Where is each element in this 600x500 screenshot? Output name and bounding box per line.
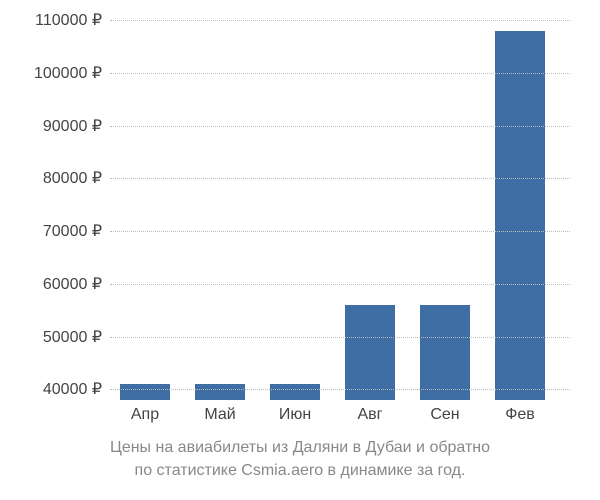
- bar: [420, 305, 470, 400]
- x-axis-label: Апр: [131, 400, 159, 424]
- y-axis-label: 70000 ₽: [43, 221, 110, 241]
- chart-caption: Цены на авиабилеты из Даляни в Дубаи и о…: [0, 437, 600, 482]
- x-axis-label: Авг: [357, 400, 382, 424]
- gridline: [110, 284, 570, 285]
- y-axis-label: 90000 ₽: [43, 116, 110, 136]
- gridline: [110, 73, 570, 74]
- y-axis-label: 60000 ₽: [43, 274, 110, 294]
- y-axis-label: 100000 ₽: [34, 63, 110, 83]
- plot-area: 40000 ₽50000 ₽60000 ₽70000 ₽80000 ₽90000…: [110, 20, 570, 400]
- gridline: [110, 337, 570, 338]
- y-axis-label: 110000 ₽: [35, 10, 110, 30]
- y-axis-label: 40000 ₽: [43, 379, 110, 399]
- y-axis-label: 50000 ₽: [43, 327, 110, 347]
- x-axis-label: Сен: [430, 400, 459, 424]
- x-axis-label: Июн: [279, 400, 311, 424]
- caption-line-1: Цены на авиабилеты из Даляни в Дубаи и о…: [110, 439, 490, 456]
- bar: [345, 305, 395, 400]
- gridline: [110, 178, 570, 179]
- gridline: [110, 126, 570, 127]
- gridline: [110, 389, 570, 390]
- y-axis-label: 80000 ₽: [43, 168, 110, 188]
- x-axis-label: Май: [204, 400, 235, 424]
- chart-container: 40000 ₽ 50000 ₽ 60000 ₽ 70000 ₽ 80000 ₽ 90000…: [0, 0, 600, 500]
- bar: [120, 384, 170, 400]
- gridline: [110, 20, 570, 21]
- gridline: [110, 231, 570, 232]
- bar: [270, 384, 320, 400]
- bar: [495, 31, 545, 400]
- caption-line-2: по статистике Csmia.aero в динамике за г…: [135, 462, 466, 479]
- bars-layer: [110, 20, 570, 400]
- bar: [195, 384, 245, 400]
- x-axis-label: Фев: [505, 400, 535, 424]
